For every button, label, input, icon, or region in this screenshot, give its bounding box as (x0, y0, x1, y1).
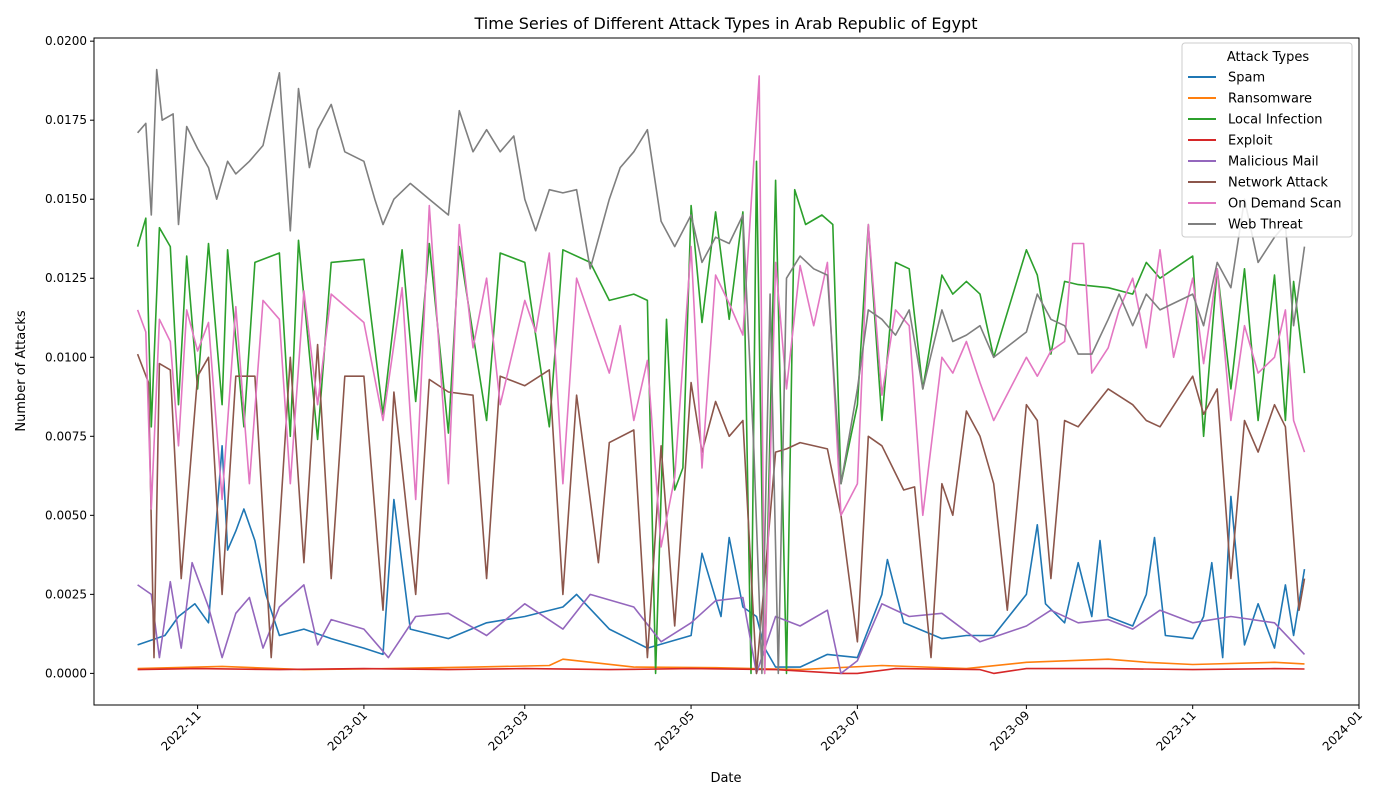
x-axis-label: Date (710, 771, 741, 786)
y-tick-label: 0.0200 (45, 34, 87, 48)
x-tick-label: 2023-09 (987, 708, 1032, 753)
y-tick-label: 0.0150 (45, 192, 87, 206)
y-tick-label: 0.0050 (45, 508, 87, 522)
series-line-ransomware (137, 658, 1305, 671)
x-tick-label: 2023-03 (486, 708, 531, 753)
legend-items: Spam Ransomware Local Infection Exploit Mali… (1188, 71, 1341, 233)
y-tick-label: 0.0075 (45, 429, 87, 443)
series-line-local-infection (136, 160, 1306, 675)
x-tick-label: 2022-11 (158, 708, 203, 753)
legend: Attack Types Spam Ransomware Local Infecti… (1181, 42, 1353, 238)
legend-label: Web Threat (1228, 218, 1303, 233)
series-line-malicious-mail (137, 561, 1306, 675)
y-tick-label: 0.0125 (45, 271, 87, 285)
legend-label: Malicious Mail (1228, 155, 1319, 170)
series-line-on-demand-scan (136, 75, 1306, 675)
x-tick-label: 2023-01 (325, 708, 370, 753)
plot-frame (93, 37, 1360, 706)
legend-box (1181, 42, 1353, 238)
plot-lines (136, 68, 1306, 675)
x-tick-label: 2024-01 (1320, 708, 1365, 753)
x-tick-label: 2023-07 (818, 708, 863, 753)
series-line-web-threat (136, 68, 1306, 675)
y-tick-label: 0.0000 (45, 666, 87, 680)
x-tick-label: 2023-11 (1153, 708, 1198, 753)
y-tick-label: 0.0100 (45, 350, 87, 364)
legend-label: Exploit (1228, 134, 1272, 149)
y-tick-label: 0.0025 (45, 587, 87, 601)
legend-title: Attack Types (1227, 50, 1309, 65)
legend-label: Local Infection (1228, 113, 1323, 128)
y-axis-label: Number of Attacks (14, 310, 29, 432)
series-line-network-attack (136, 343, 1306, 675)
legend-label: Ransomware (1228, 92, 1312, 107)
y-tick-label: 0.0175 (45, 113, 87, 127)
series-line-spam (137, 444, 1306, 668)
chart-title: Time Series of Different Attack Types in… (474, 14, 978, 33)
series-line-exploit (137, 667, 1305, 675)
legend-label: On Demand Scan (1228, 197, 1341, 212)
x-tick-label: 2023-05 (652, 708, 697, 753)
legend-label: Spam (1228, 71, 1265, 86)
legend-label: Network Attack (1228, 176, 1328, 191)
y-axis-ticks: 0.0000 0.0025 0.0050 0.0075 0.0100 0.0125 0.01… (45, 34, 94, 680)
x-axis-ticks: 2022-11 2023-01 2023-03 2023-05 2023-07 2023-… (158, 705, 1365, 754)
